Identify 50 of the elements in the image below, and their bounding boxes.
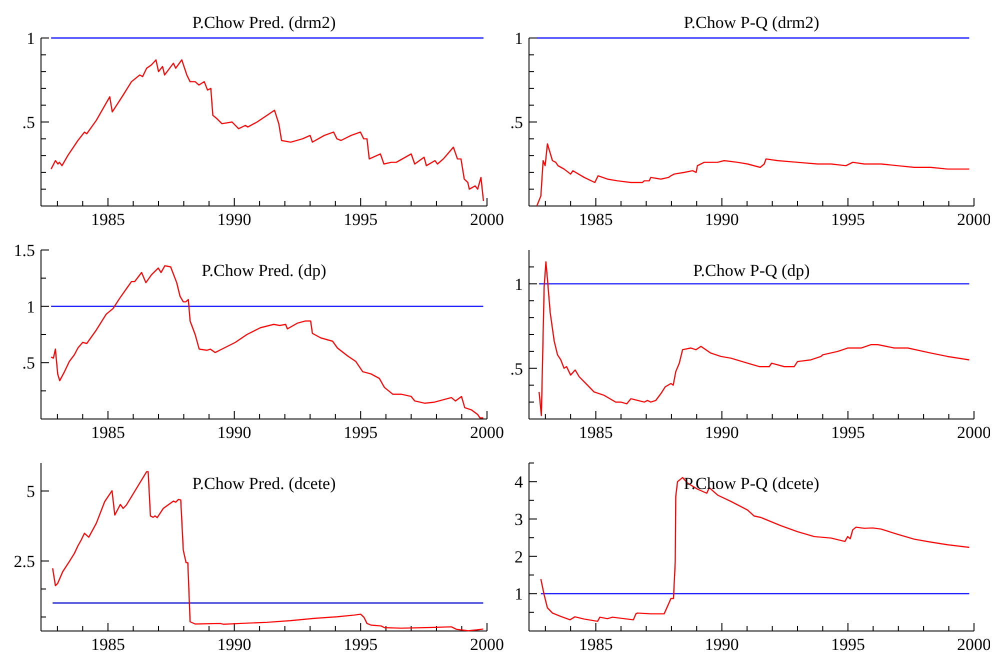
chart-title: P.Chow Pred. (drm2) bbox=[192, 13, 336, 32]
text: P.Chow Pred. (dp) bbox=[202, 261, 326, 280]
chart-title: P.Chow P-Q (drm2) bbox=[684, 13, 820, 32]
x-tick-label: 2000 bbox=[957, 635, 991, 654]
y-tick-label: .5 bbox=[510, 359, 523, 378]
x-tick-label: 2000 bbox=[470, 210, 504, 229]
y-tick-label: 4 bbox=[514, 472, 524, 492]
x-tick-label: 1995 bbox=[830, 423, 865, 442]
y-tick-label: 5 bbox=[26, 482, 35, 501]
x-tick-label: 1985 bbox=[578, 423, 613, 442]
y-tick-label: 2.5 bbox=[14, 552, 35, 571]
x-tick-label: 1990 bbox=[217, 423, 252, 442]
text: P.Chow P-Q (dp) bbox=[693, 261, 810, 280]
x-tick-label: 1995 bbox=[344, 210, 378, 229]
x-tick-label: 1985 bbox=[90, 423, 125, 442]
x-tick-label: 1990 bbox=[704, 423, 739, 442]
y-tick-label: 1 bbox=[514, 28, 523, 48]
x-tick-label: 2000 bbox=[470, 635, 504, 654]
line-series bbox=[540, 476, 970, 622]
x-tick-label: 1995 bbox=[344, 635, 378, 654]
x-tick-label: 2000 bbox=[957, 423, 991, 442]
y-tick-label: 1 bbox=[26, 297, 35, 316]
text: P.Chow Pred. (dcete) bbox=[192, 474, 336, 493]
y-tick-label: .5 bbox=[510, 112, 523, 132]
x-tick-label: 1990 bbox=[704, 210, 739, 229]
line-series bbox=[52, 471, 484, 632]
x-tick-label: 1985 bbox=[578, 635, 613, 654]
line-series bbox=[50, 265, 484, 418]
line-series bbox=[536, 143, 970, 207]
x-tick-label: 2000 bbox=[470, 423, 504, 442]
y-tick-label: 3 bbox=[514, 510, 523, 529]
line-series bbox=[538, 261, 970, 416]
y-tick-label: 1 bbox=[514, 584, 523, 604]
x-tick-label: 1995 bbox=[830, 635, 865, 654]
x-tick-label: 1990 bbox=[217, 210, 252, 229]
x-tick-label: 1990 bbox=[704, 635, 739, 654]
y-tick-label: 2 bbox=[514, 547, 523, 566]
y-tick-label: 1.5 bbox=[14, 240, 35, 260]
x-tick-label: 1995 bbox=[830, 210, 865, 229]
y-tick-label: 1 bbox=[26, 28, 35, 48]
y-tick-label: 1 bbox=[514, 274, 523, 294]
x-tick-label: 1985 bbox=[90, 210, 125, 229]
x-tick-label: 2000 bbox=[957, 210, 991, 229]
x-tick-label: 1995 bbox=[344, 423, 378, 442]
y-tick-label: .5 bbox=[22, 112, 35, 132]
y-tick-label: .5 bbox=[22, 354, 35, 373]
x-tick-label: 1985 bbox=[578, 210, 613, 229]
line-series bbox=[50, 59, 484, 202]
x-tick-label: 1985 bbox=[90, 635, 125, 654]
x-tick-label: 1990 bbox=[217, 635, 252, 654]
